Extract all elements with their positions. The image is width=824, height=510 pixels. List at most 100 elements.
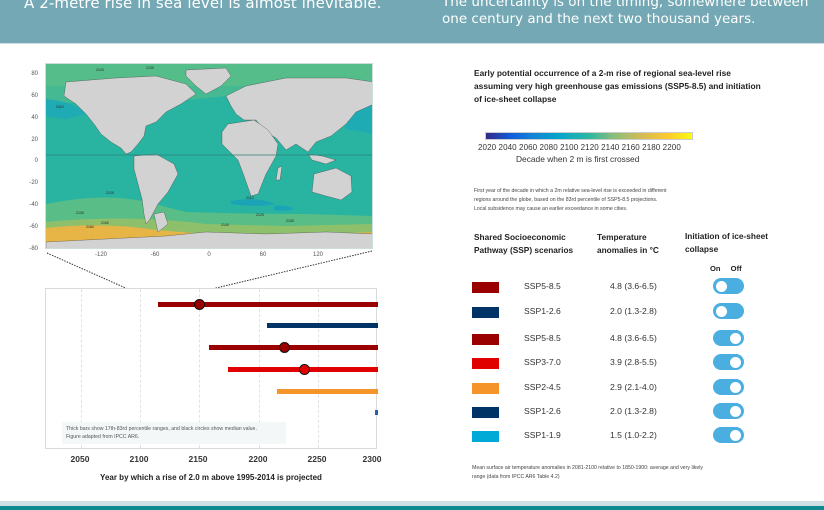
timeline-xtick: 2150	[188, 454, 208, 464]
collapse-toggle[interactable]	[713, 278, 744, 294]
map-xtick: -120	[94, 252, 107, 258]
ssp-label: SSP1-2.6	[524, 406, 561, 416]
map-ytick: -40	[29, 202, 38, 208]
gridline	[81, 289, 82, 448]
map-ytick: 80	[31, 71, 38, 77]
median-marker	[279, 342, 290, 353]
timeline-chart: Thick bars show 17th-83rd percentile ran…	[45, 288, 378, 449]
svg-text:2150: 2150	[101, 221, 109, 225]
temperature-value: 2.0 (1.3-2.8)	[610, 406, 657, 416]
temperature-value: 4.8 (3.6-6.5)	[610, 333, 657, 343]
temperature-value: 4.8 (3.6-6.5)	[610, 281, 657, 291]
range-bar-ssp126	[375, 410, 378, 415]
sea-level-map: 2120 2130 2110 2120 2130 2150 2160 2140 …	[45, 63, 373, 249]
chart-note: Thick bars show 17th-83rd percentile ran…	[62, 422, 286, 444]
map-ytick: -60	[29, 224, 38, 230]
scenario-row: SSP1-2.6 2.0 (1.3-2.8)	[472, 403, 772, 424]
colorbar	[485, 132, 693, 140]
column-header-ssp: Shared Socioeconomic Pathway (SSP) scena…	[474, 232, 574, 255]
scenario-row: SSP1-1.9 1.5 (1.0-2.2)	[472, 427, 772, 448]
temperature-value: 3.9 (2.8-5.5)	[610, 357, 657, 367]
ssp-label: SSP2-4.5	[524, 382, 561, 392]
temperature-value: 2.9 (2.1-4.0)	[610, 382, 657, 392]
timeline-x-label: Year by which a rise of 2.0 m above 1995…	[100, 473, 322, 482]
timeline-xtick: 2100	[129, 454, 149, 464]
collapse-toggle[interactable]	[713, 330, 744, 346]
color-swatch	[472, 282, 499, 293]
map-title: Early potential occurrence of a 2-m rise…	[474, 68, 761, 104]
timeline-xtick: 2300	[362, 454, 382, 464]
ssp-label: SSP3-7.0	[524, 357, 561, 367]
temperature-value: 2.0 (1.3-2.8)	[610, 306, 657, 316]
map-xtick: -60	[150, 252, 160, 258]
on-label: On	[710, 264, 721, 273]
ssp-label: SSP5-8.5	[524, 281, 561, 291]
ssp-label: SSP5-8.5	[524, 333, 561, 343]
map-ytick: -80	[29, 246, 38, 252]
svg-text:2110: 2110	[246, 196, 254, 200]
scenario-row: SSP5-8.5 4.8 (3.6-6.5)	[472, 330, 772, 351]
footer-band-dark	[0, 506, 824, 510]
gridline	[140, 289, 141, 448]
map-ytick: 60	[31, 93, 38, 99]
header-band: A 2-metre rise in sea level is almost in…	[0, 0, 824, 44]
color-swatch	[472, 358, 499, 369]
gridline	[199, 289, 200, 448]
toggle-knob	[716, 305, 727, 317]
timeline-xtick: 2050	[70, 454, 90, 464]
color-swatch	[472, 307, 499, 318]
range-bar-ssp585	[209, 345, 378, 350]
off-label: Off	[730, 264, 742, 273]
map-ytick: 40	[31, 115, 38, 121]
map-ytick: 0	[34, 158, 38, 164]
colorbar-label: Decade when 2 m is first crossed	[516, 154, 640, 164]
headline-right: The uncertainty is on the timing, somewh…	[442, 0, 809, 27]
range-bar-ssp126-collapse	[267, 323, 378, 328]
svg-text:2130: 2130	[146, 66, 154, 70]
map-xtick: 120	[312, 252, 323, 258]
median-marker	[299, 364, 310, 375]
world-map-icon: 2120 2130 2110 2120 2130 2150 2160 2140 …	[46, 64, 372, 248]
timeline-xtick: 2250	[307, 454, 327, 464]
toggle-knob	[730, 332, 741, 344]
toggle-knob	[730, 429, 741, 441]
map-ytick: -20	[29, 180, 38, 186]
svg-text:2110: 2110	[56, 105, 64, 109]
toggle-legend: On Off	[710, 264, 750, 273]
temperature-footnote: Mean surface air temperature anomalies i…	[472, 465, 703, 480]
toggle-knob	[730, 405, 741, 417]
color-swatch	[472, 407, 499, 418]
collapse-toggle[interactable]	[713, 303, 744, 319]
footer-band-light	[0, 501, 824, 506]
ssp-label: SSP1-1.9	[524, 430, 561, 440]
scenario-row: SSP2-4.5 2.9 (2.1-4.0)	[472, 379, 772, 400]
scenario-row: SSP3-7.0 3.9 (2.8-5.5)	[472, 354, 772, 375]
color-swatch	[472, 431, 499, 442]
map-xtick: 60	[259, 252, 267, 258]
collapse-toggle[interactable]	[713, 427, 744, 443]
scenario-row: SSP1-2.6 2.0 (1.3-2.8)	[472, 303, 772, 324]
range-bar-ssp585-collapse	[158, 302, 378, 307]
collapse-toggle[interactable]	[713, 403, 744, 419]
column-header-temperature: Temperature anomalies in °C	[597, 232, 659, 255]
svg-text:2130: 2130	[76, 211, 84, 215]
map-description: First year of the decade in which a 2m r…	[474, 188, 667, 212]
svg-text:2130: 2130	[286, 219, 294, 223]
toggle-knob	[730, 381, 741, 393]
map-plot-area: 2120 2130 2110 2120 2130 2150 2160 2140 …	[45, 63, 373, 249]
map-xtick: 0	[207, 252, 211, 258]
svg-text:2140: 2140	[221, 223, 229, 227]
svg-text:2120: 2120	[106, 191, 114, 195]
range-bar-ssp245	[277, 389, 378, 394]
column-header-collapse: Initiation of ice-sheet collapse	[685, 231, 768, 254]
svg-text:2120: 2120	[96, 68, 104, 72]
toggle-knob	[716, 280, 727, 292]
color-swatch	[472, 334, 499, 345]
collapse-toggle[interactable]	[713, 354, 744, 370]
headline-left: A 2-metre rise in sea level is almost in…	[24, 0, 382, 12]
svg-text:2160: 2160	[86, 225, 94, 229]
collapse-toggle[interactable]	[713, 379, 744, 395]
svg-text:2120: 2120	[256, 213, 264, 217]
toggle-knob	[730, 356, 741, 368]
